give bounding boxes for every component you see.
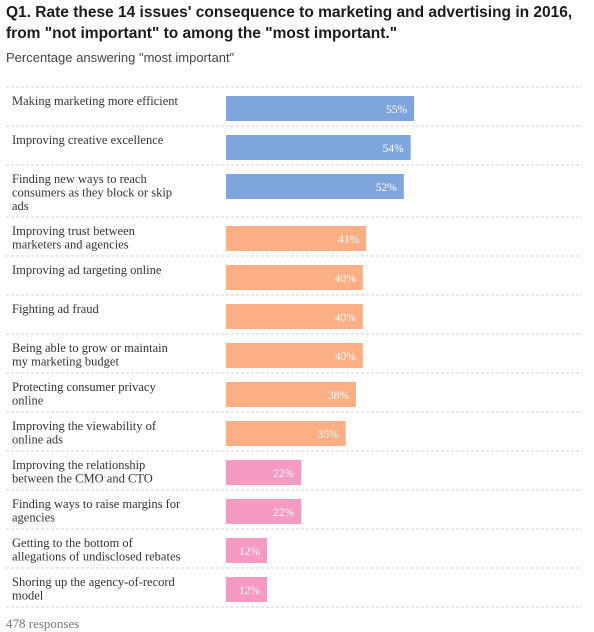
bar (226, 421, 346, 446)
value-label: 40% (335, 312, 357, 324)
value-label: 22% (273, 507, 295, 519)
value-label: 54% (383, 143, 405, 155)
chart-title: Q1. Rate these 14 issues' consequence to… (6, 4, 573, 42)
value-label: 55% (386, 104, 408, 116)
category-label: Improving trust between marketers and age… (12, 224, 136, 252)
response-count: 478 responses (6, 616, 80, 631)
category-label: Getting to the bottom of allegations of u… (12, 536, 180, 564)
value-label: 52% (376, 182, 398, 194)
bar (226, 96, 415, 121)
bar (226, 538, 268, 563)
category-label: Improving ad targeting online (12, 263, 162, 277)
bar (226, 499, 302, 524)
value-label: 35% (318, 429, 340, 441)
value-label: 38% (328, 390, 350, 402)
bar (226, 382, 356, 407)
category-label: Making marketing more efficient (12, 94, 179, 108)
value-label: 22% (273, 468, 295, 480)
chart-subtitle: Percentage answering "most important" (6, 50, 235, 65)
category-label: Improving the relationship between the CM… (12, 458, 153, 486)
category-label: Fighting ad fraud (12, 302, 100, 316)
bar (226, 174, 404, 199)
category-label: Improving creative excellence (12, 133, 164, 147)
bar (226, 460, 302, 485)
category-label: Shoring up the agency-of-record model (12, 575, 176, 603)
bar (226, 304, 363, 329)
category-label: Finding new ways to reach consumers as th… (12, 172, 172, 213)
bar (226, 226, 367, 251)
bar (226, 265, 363, 290)
value-label: 40% (335, 351, 357, 363)
category-label: Finding ways to raise margins for agencie… (12, 497, 181, 525)
value-label: 12% (239, 546, 261, 558)
category-label: Protecting consumer privacy online (12, 380, 156, 408)
bar (226, 577, 268, 602)
category-label: Being able to grow or maintain my marketi… (12, 341, 169, 369)
value-label: 40% (335, 273, 357, 285)
category-label: Improving the viewability of online ads (12, 419, 157, 447)
bar (226, 343, 363, 368)
value-label: 41% (338, 234, 360, 246)
bar (226, 135, 411, 160)
value-label: 12% (239, 585, 261, 597)
